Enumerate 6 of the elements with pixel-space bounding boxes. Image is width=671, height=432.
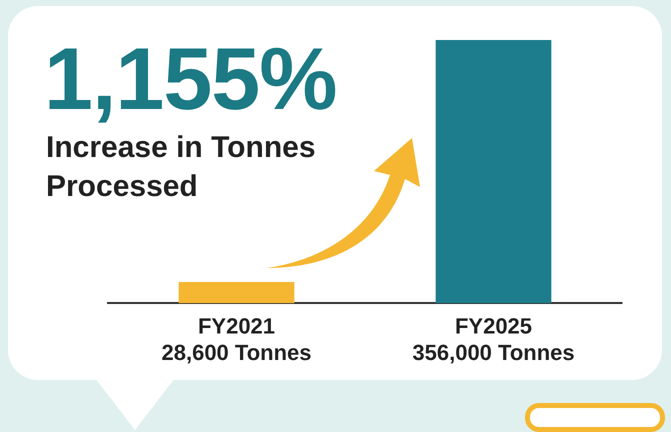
x-tick-label: FY2025 bbox=[454, 313, 532, 338]
x-tick-label: FY2021 bbox=[198, 313, 276, 338]
data-label: 28,600 Tonnes bbox=[162, 340, 312, 365]
data-label: 356,000 Tonnes bbox=[412, 340, 575, 365]
chart-title: 1,155% bbox=[44, 28, 336, 130]
text: Increase in Tonnes Processed bbox=[46, 130, 317, 205]
